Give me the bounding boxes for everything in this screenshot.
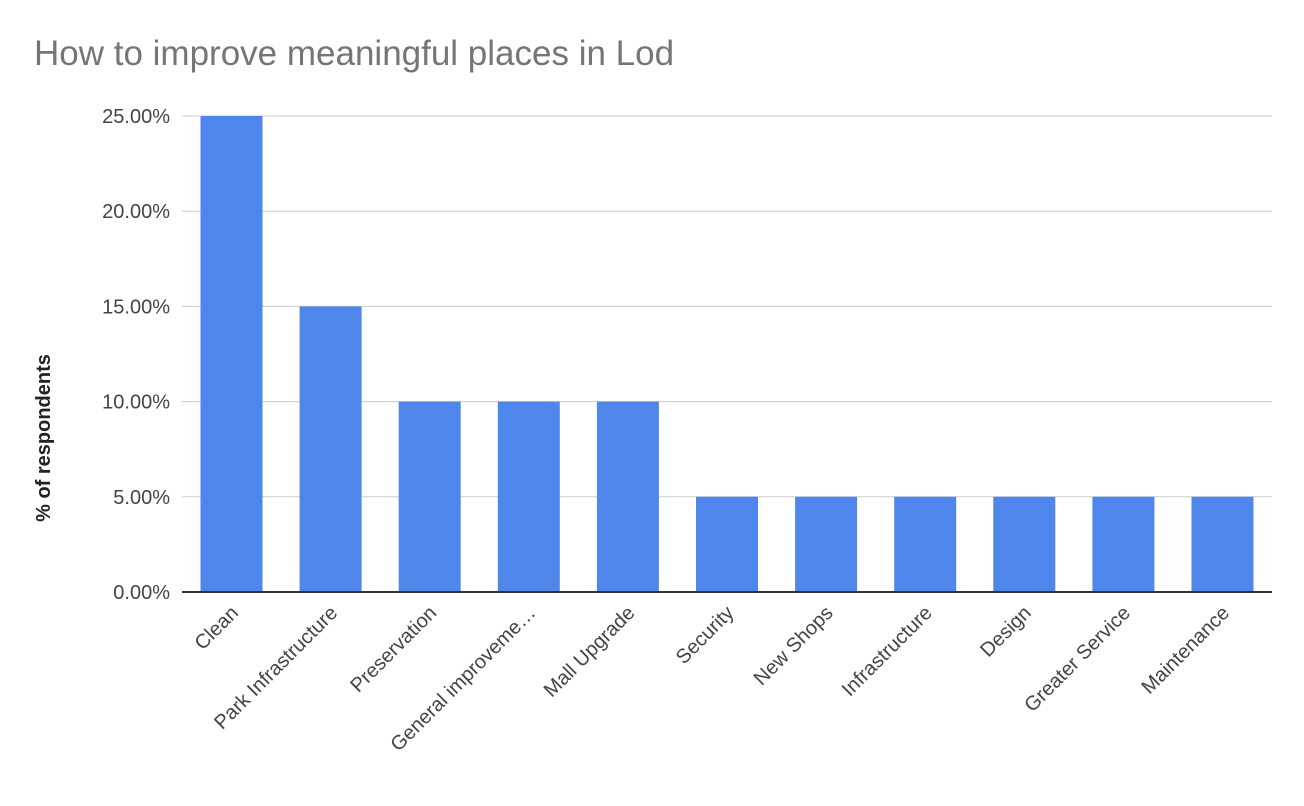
x-tick-label: New Shops [750, 602, 838, 690]
x-tick-label: Infrastructure [838, 602, 937, 701]
x-tick-label: Security [672, 602, 739, 669]
bar [894, 496, 957, 592]
bar [1191, 496, 1254, 592]
y-tick-label: 25.00% [102, 106, 170, 128]
gridlines [182, 115, 1272, 498]
bar [596, 401, 659, 592]
x-tick-label: Greater Service [1020, 602, 1135, 717]
y-axis-title: % of respondents [33, 354, 55, 522]
y-tick-label: 10.00% [102, 392, 170, 414]
bar [299, 306, 362, 592]
bar [398, 401, 461, 592]
y-axis-ticks: 0.00% 5.00% 10.00% 15.00% 20.00% 25.00% [102, 106, 170, 604]
chart-title: How to improve meaningful places in Lod [34, 34, 675, 73]
x-tick-label: Mall Upgrade [540, 602, 640, 702]
y-tick-label: 20.00% [102, 201, 170, 223]
bar [497, 401, 560, 592]
y-tick-label: 5.00% [113, 487, 170, 509]
x-tick-label: Clean [191, 602, 244, 655]
bar [795, 496, 858, 592]
x-tick-label: Maintenance [1137, 602, 1234, 699]
y-tick-label: 0.00% [113, 582, 170, 604]
bars [200, 116, 1254, 592]
bar [696, 496, 758, 592]
x-tick-label: Design [976, 602, 1036, 662]
bar [200, 116, 263, 592]
bar [993, 496, 1056, 592]
y-tick-label: 15.00% [102, 296, 170, 318]
x-tick-label: Preservation [346, 602, 441, 697]
bar [1092, 496, 1155, 592]
